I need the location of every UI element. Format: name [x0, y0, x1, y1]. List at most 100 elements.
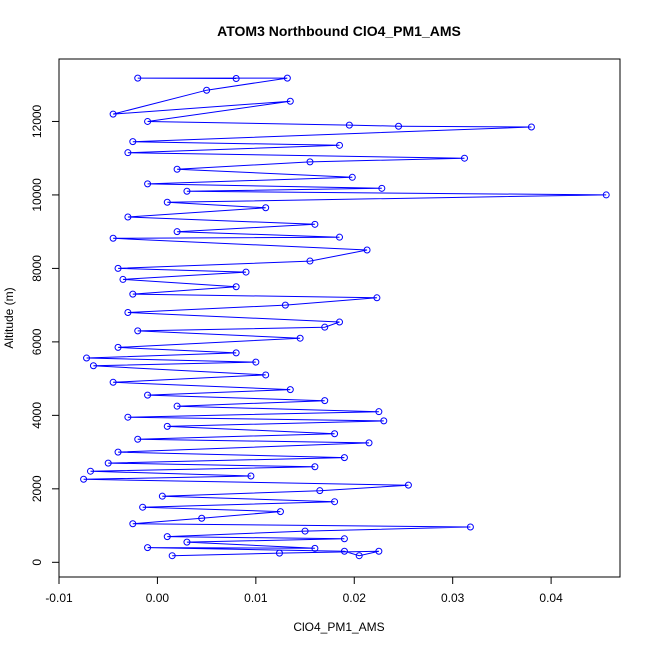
series-line	[83, 77, 607, 557]
data-point	[114, 343, 122, 351]
data-point	[276, 508, 284, 516]
data-point	[283, 74, 291, 82]
y-axis: 0 2000 4000 6000 8000 10000 12000	[30, 104, 60, 566]
data-point	[262, 371, 270, 379]
data-point	[173, 165, 181, 173]
data-point	[114, 448, 122, 456]
data-point	[306, 158, 314, 166]
y-tick-label: 6000	[30, 328, 44, 355]
data-point	[345, 121, 353, 129]
data-point	[311, 544, 319, 552]
data-point	[375, 408, 383, 416]
data-point	[129, 290, 137, 298]
data-point	[129, 520, 137, 528]
data-point	[311, 220, 319, 228]
data-point	[139, 503, 147, 511]
data-point	[321, 323, 329, 331]
plot-frame	[58, 58, 621, 578]
data-point	[109, 234, 117, 242]
data-point	[203, 86, 211, 94]
data-point	[527, 123, 535, 131]
chart-title: ATOM3 Northbound ClO4_PM1_AMS	[217, 23, 461, 39]
data-point	[163, 422, 171, 430]
data-point	[86, 467, 94, 475]
x-axis-label: ClO4_PM1_AMS	[293, 620, 384, 634]
data-point	[306, 257, 314, 265]
data-point	[460, 154, 468, 162]
data-point	[144, 544, 152, 552]
data-point	[134, 435, 142, 443]
data-point	[340, 535, 348, 543]
data-point	[119, 275, 127, 283]
x-tick-label: 0.02	[343, 591, 367, 605]
data-point	[355, 552, 363, 560]
data-point	[168, 552, 176, 560]
data-point	[404, 481, 412, 489]
data-point	[331, 498, 339, 506]
data-point	[134, 74, 142, 82]
data-point	[104, 459, 112, 467]
data-point	[89, 362, 97, 370]
data-point	[144, 391, 152, 399]
data-point	[183, 187, 191, 195]
data-point	[286, 386, 294, 394]
y-tick-label: 8000	[30, 255, 44, 282]
data-point	[129, 138, 137, 146]
y-tick-label: 4000	[30, 402, 44, 429]
data-point	[134, 327, 142, 335]
data-point	[331, 430, 339, 438]
data-point	[348, 173, 356, 181]
data-point	[232, 283, 240, 291]
data-point	[124, 413, 132, 421]
data-point	[252, 358, 260, 366]
data-point	[311, 463, 319, 471]
data-point	[80, 475, 88, 483]
data-point	[242, 268, 250, 276]
data-point	[163, 533, 171, 541]
y-tick-label: 0	[30, 559, 44, 566]
data-point	[336, 318, 343, 326]
data-point	[114, 264, 122, 272]
y-tick-label: 2000	[30, 475, 44, 502]
data-point	[281, 301, 289, 309]
data-point	[286, 97, 294, 105]
data-point	[301, 527, 309, 535]
x-tick-label: 0.04	[539, 591, 563, 605]
data-point	[363, 246, 371, 254]
data-point	[83, 354, 91, 362]
x-tick-label: 0.03	[441, 591, 465, 605]
data-point	[109, 378, 117, 386]
data-point	[232, 74, 240, 82]
x-tick-label: -0.01	[45, 591, 73, 605]
data-point	[124, 308, 132, 316]
data-point	[395, 122, 403, 130]
y-tick-label: 12000	[30, 104, 44, 138]
data-point	[173, 402, 181, 410]
data-point	[375, 547, 383, 555]
data-point	[373, 294, 381, 302]
data-point	[262, 204, 270, 212]
data-point	[158, 492, 166, 500]
data-point	[163, 198, 171, 206]
data-point	[378, 184, 386, 192]
data-point	[296, 334, 304, 342]
data-point	[144, 180, 152, 188]
data-point	[316, 487, 324, 495]
data-point	[124, 149, 132, 157]
x-axis: -0.01 0.00 0.01 0.02 0.03 0.04	[45, 576, 563, 605]
data-point	[602, 191, 610, 199]
x-tick-label: 0.00	[146, 591, 170, 605]
data-point	[247, 472, 255, 480]
data-point	[380, 417, 388, 425]
data-point	[336, 141, 343, 149]
data-point	[144, 117, 152, 125]
data-point	[275, 549, 283, 557]
data-layer	[80, 74, 610, 560]
data-point	[365, 439, 373, 447]
data-point	[321, 397, 329, 405]
data-point	[336, 233, 343, 241]
y-axis-label: Altitude (m)	[2, 287, 16, 348]
data-point	[340, 454, 348, 462]
data-point	[173, 228, 181, 236]
data-point	[124, 213, 132, 221]
